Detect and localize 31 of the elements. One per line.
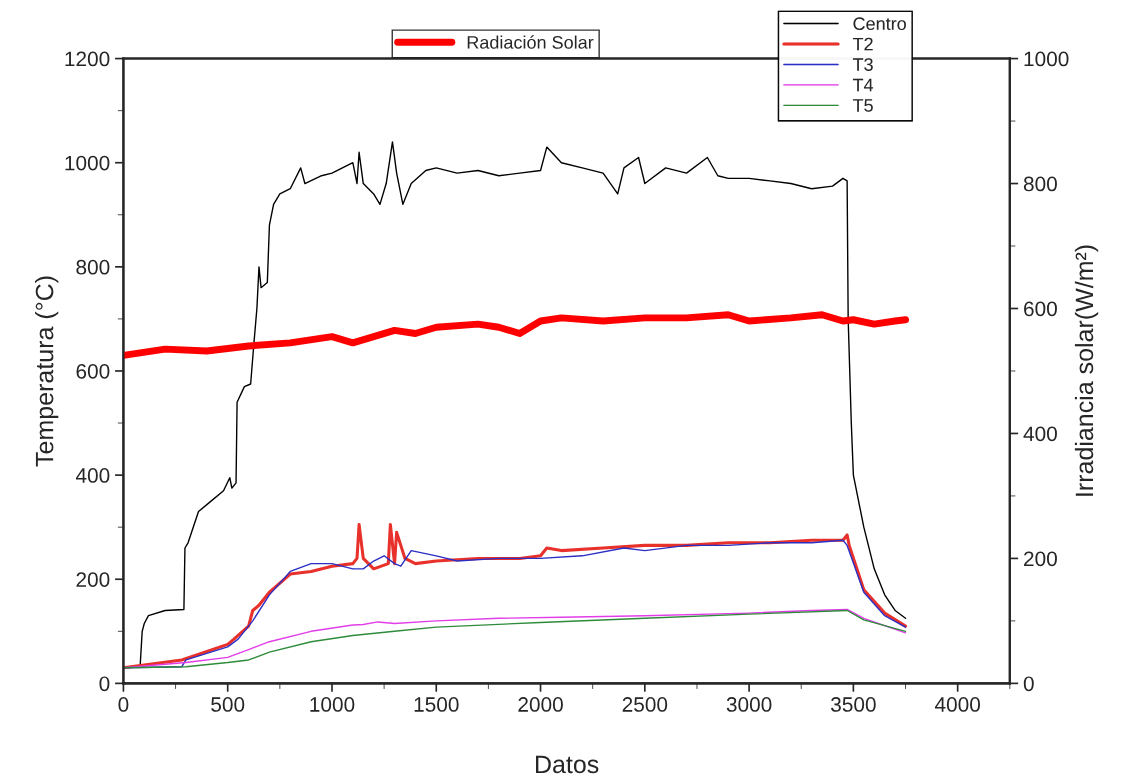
x-tick-label: 3000: [726, 697, 772, 712]
y-axis-title: Temperatura (°C): [35, 276, 59, 467]
y2-tick-label: 1000: [1024, 51, 1069, 67]
legend-label: T2: [852, 37, 873, 51]
x-tick-label: 4000: [934, 697, 981, 712]
legend-label: T5: [852, 99, 873, 112]
legend-label: Centro: [853, 17, 906, 31]
legend-label: T4: [852, 78, 874, 92]
y2-tick-label: 800: [1023, 176, 1057, 192]
y-tick-label: 0: [99, 676, 110, 692]
legend-label: Radiación Solar: [467, 35, 594, 49]
y2-tick-label: 400: [1023, 426, 1057, 442]
x-tick-label: 0: [118, 697, 129, 712]
y2-tick-label: 200: [1024, 551, 1057, 567]
y-tick-label: 200: [76, 572, 110, 587]
x-tick-label: 2000: [518, 697, 563, 712]
y-tick-label: 600: [76, 363, 110, 379]
y-tick-label: 1200: [65, 51, 110, 67]
y-tick-label: 400: [75, 468, 110, 483]
x-tick-label: 1000: [310, 697, 355, 712]
y2-tick-label: 600: [1024, 301, 1057, 317]
x-tick-label: 1500: [414, 697, 459, 712]
x-tick-label: 500: [211, 697, 245, 712]
x-tick-label: 2500: [622, 697, 668, 712]
y2-tick-label: 0: [1023, 676, 1034, 692]
legend-label: T3: [852, 58, 873, 71]
y-tick-label: 800: [76, 259, 110, 275]
x-tick-label: 3500: [831, 697, 876, 712]
x-axis-title: Datos: [536, 755, 599, 774]
y-tick-label: 1000: [65, 155, 110, 171]
y2-axis-title: Irradiancia solar(W/m²): [1074, 245, 1099, 496]
